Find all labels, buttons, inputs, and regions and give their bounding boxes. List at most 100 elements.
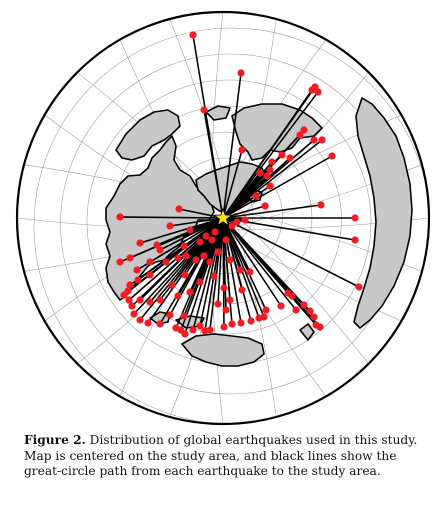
great-circle-path bbox=[222, 72, 242, 219]
earthquake-dot bbox=[261, 202, 269, 210]
great-circle-path bbox=[222, 172, 261, 219]
earthquake-dot bbox=[266, 182, 274, 190]
earthquake-dot bbox=[228, 222, 236, 230]
earthquake-dot bbox=[262, 306, 270, 314]
earthquake-dot bbox=[260, 313, 268, 321]
earthquake-dot bbox=[134, 276, 142, 284]
earthquake-dot bbox=[174, 254, 182, 262]
land-north-america bbox=[231, 103, 323, 161]
land-south-america-crescent bbox=[353, 97, 413, 329]
earthquake-dot bbox=[206, 258, 214, 266]
earthquake-dot bbox=[237, 69, 245, 77]
earthquake-dot bbox=[181, 330, 189, 338]
earthquake-dot bbox=[233, 218, 241, 226]
earthquake-dot bbox=[168, 281, 176, 289]
earthquake-dot bbox=[314, 88, 322, 96]
great-circle-path bbox=[222, 217, 265, 318]
land-greenland bbox=[115, 109, 181, 161]
graticule-parallel bbox=[33, 27, 429, 424]
earthquake-dot bbox=[146, 298, 154, 306]
earthquake-dot bbox=[300, 301, 308, 309]
earthquake-dot bbox=[252, 192, 260, 200]
earthquake-dot bbox=[162, 258, 170, 266]
earthquake-dot bbox=[128, 302, 136, 310]
caption-text: Distribution of global earthquakes used … bbox=[24, 433, 418, 479]
earthquake-dot bbox=[238, 286, 246, 294]
earthquake-dot bbox=[214, 300, 222, 308]
earthquake-dot bbox=[308, 86, 316, 94]
earthquake-dot bbox=[130, 310, 138, 318]
great-circle-path bbox=[222, 217, 282, 307]
earthquake-dot bbox=[237, 319, 245, 327]
earthquake-dot bbox=[226, 256, 234, 264]
great-circle-path bbox=[222, 217, 251, 273]
great-circle-path bbox=[189, 217, 224, 231]
great-circle-path bbox=[222, 155, 333, 219]
earthquake-dot bbox=[136, 296, 144, 304]
figure-map bbox=[15, 10, 431, 426]
earthquake-dot bbox=[206, 326, 214, 334]
earthquake-dot bbox=[268, 158, 276, 166]
earthquake-dot bbox=[351, 236, 359, 244]
earthquake-dot bbox=[144, 319, 152, 327]
earthquake-dot bbox=[226, 296, 234, 304]
earthquake-dot bbox=[182, 252, 190, 260]
azimuthal-map bbox=[15, 10, 431, 426]
earthquake-dot bbox=[189, 326, 197, 334]
earthquake-dot bbox=[146, 258, 154, 266]
earthquake-dot bbox=[296, 131, 304, 139]
great-circle-path bbox=[119, 216, 224, 219]
earthquake-dot bbox=[133, 266, 141, 274]
caption-label: Figure 2. bbox=[24, 433, 86, 447]
earthquake-dot bbox=[136, 239, 144, 247]
earthquake-dot bbox=[306, 307, 314, 315]
great-circle-path bbox=[222, 217, 227, 311]
earthquake-dot bbox=[202, 232, 210, 240]
earthquake-dot bbox=[156, 246, 164, 254]
earthquake-dot bbox=[278, 151, 286, 159]
great-circle-path bbox=[177, 217, 224, 259]
earthquake-dot bbox=[210, 272, 218, 280]
great-circle-path bbox=[139, 217, 224, 244]
great-circle-path bbox=[222, 204, 322, 219]
great-circle-path bbox=[203, 109, 224, 219]
earthquake-dot bbox=[316, 323, 324, 331]
earthquake-dot bbox=[126, 254, 134, 262]
earthquake-dot bbox=[288, 292, 296, 300]
earthquake-dot bbox=[200, 106, 208, 114]
earthquake-dot bbox=[286, 154, 294, 162]
great-circle-path bbox=[222, 91, 319, 219]
great-circle-path bbox=[222, 217, 297, 311]
earthquake-dot bbox=[116, 258, 124, 266]
earthquake-dot bbox=[328, 152, 336, 160]
earthquake-dot bbox=[125, 296, 133, 304]
great-circle-path bbox=[222, 175, 268, 219]
earthquake-dot bbox=[196, 322, 204, 330]
study-area-marker bbox=[213, 207, 233, 227]
earthquake-dot bbox=[196, 278, 204, 286]
land-new-zealand bbox=[299, 323, 315, 341]
earthquake-dot bbox=[246, 268, 254, 276]
earthquake-dot bbox=[318, 136, 326, 144]
earthquake-dot bbox=[196, 238, 204, 246]
earthquake-dot bbox=[189, 31, 197, 39]
earthquake-dot bbox=[220, 323, 228, 331]
earthquake-dot bbox=[175, 205, 183, 213]
earthquake-dot bbox=[351, 214, 359, 222]
great-circle-path bbox=[222, 217, 360, 288]
globe-outline bbox=[15, 10, 431, 426]
earthquake-dot bbox=[166, 222, 174, 230]
earthquake-markers bbox=[116, 31, 363, 338]
star-icon bbox=[213, 207, 233, 227]
earthquake-dot bbox=[126, 281, 134, 289]
great-circle-path bbox=[159, 217, 224, 251]
great-circle-path bbox=[183, 217, 224, 247]
earthquake-dot bbox=[355, 283, 363, 291]
earthquake-dot bbox=[156, 320, 164, 328]
earthquake-dot bbox=[116, 213, 124, 221]
earthquake-dot bbox=[120, 291, 128, 299]
great-circle-path bbox=[222, 217, 243, 291]
figure-caption: Figure 2. Distribution of global earthqu… bbox=[24, 433, 434, 480]
earthquake-dot bbox=[277, 302, 285, 310]
earthquake-dot bbox=[300, 126, 308, 134]
